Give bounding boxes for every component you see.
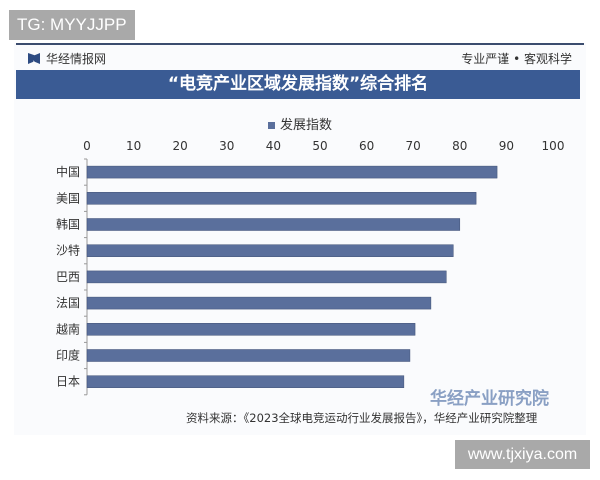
x-tick-label: 60 <box>359 139 374 153</box>
bar-1 <box>86 192 477 205</box>
x-tick-label: 30 <box>219 139 234 153</box>
bar-5 <box>86 296 432 310</box>
top-divider <box>16 43 584 45</box>
x-tick-label: 50 <box>312 139 327 153</box>
overlay-tag: TG: MYYJJPP <box>9 10 135 40</box>
category-label: 印度 <box>56 348 80 363</box>
category-label: 美国 <box>56 191 80 205</box>
bar-7 <box>86 349 411 362</box>
legend: 发展指数 <box>0 114 600 133</box>
chart-card <box>14 43 586 435</box>
category-label: 日本 <box>56 375 80 389</box>
bar-6 <box>86 323 416 336</box>
bar-2 <box>86 218 461 231</box>
x-tick-label: 10 <box>126 139 141 153</box>
bar-8 <box>86 375 405 388</box>
chart-title: “电竞产业区域发展指数”综合排名 <box>16 70 580 99</box>
x-tick-label: 100 <box>542 139 565 153</box>
x-tick-label: 0 <box>83 139 91 153</box>
legend-label: 发展指数 <box>279 118 332 133</box>
brand: 华经情报网 <box>28 50 106 67</box>
x-tick-label: 40 <box>266 139 281 153</box>
category-label: 中国 <box>56 164 80 179</box>
legend-swatch <box>267 122 275 129</box>
watermark: 华经产业研究院 <box>430 389 549 409</box>
bar-4 <box>86 270 447 284</box>
category-label: 沙特 <box>56 243 80 258</box>
slogan: 专业严谨 • 客观科学 <box>461 52 572 66</box>
x-tick-label: 90 <box>499 139 514 153</box>
source-note: 资料来源：《2023全球电竞运动行业发展报告》，华经产业研究院整理 <box>186 411 538 425</box>
bar-3 <box>86 244 454 257</box>
brand-name: 华经情报网 <box>46 52 107 66</box>
brand-logo-icon <box>28 53 40 64</box>
overlay-site: www.tjxiya.com <box>455 440 590 469</box>
category-label: 越南 <box>56 321 80 336</box>
bar-0 <box>86 165 498 179</box>
category-label: 法国 <box>56 296 80 310</box>
x-tick-label: 80 <box>452 139 467 153</box>
category-label: 巴西 <box>56 270 80 284</box>
x-tick-label: 20 <box>173 139 188 153</box>
category-label: 韩国 <box>56 217 80 232</box>
x-tick-label: 70 <box>406 139 421 153</box>
